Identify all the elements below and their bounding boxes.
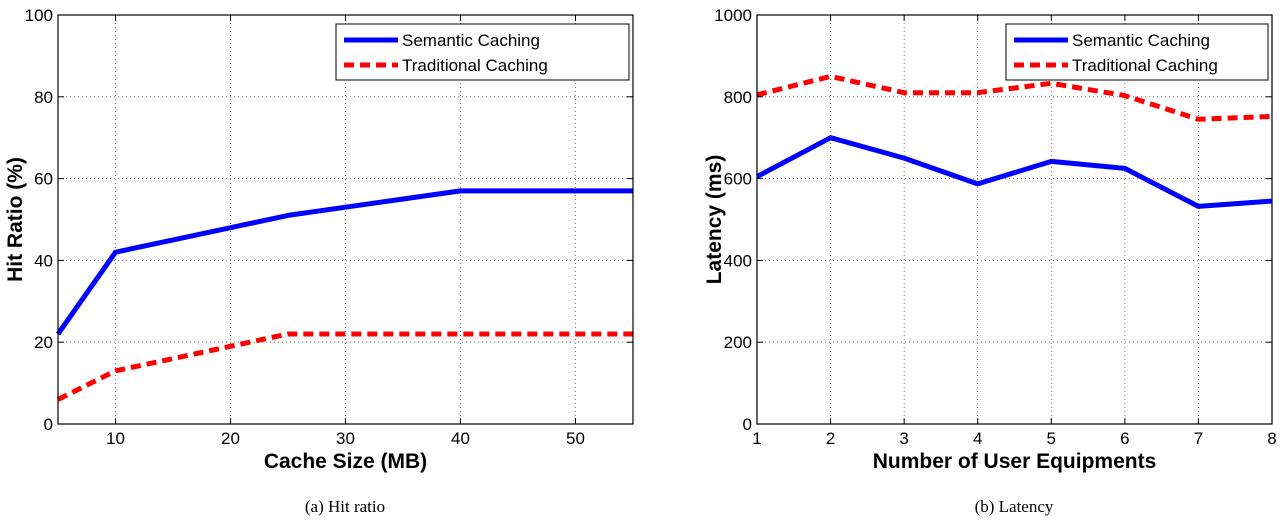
- x-tick-label: 3: [899, 429, 908, 448]
- x-tick-label: 10: [106, 429, 125, 448]
- legend-box: [1005, 23, 1269, 81]
- x-tick-label: 8: [1267, 429, 1276, 448]
- y-tick-label: 200: [724, 333, 752, 352]
- legend-label-semantic: Semantic Caching: [1072, 31, 1210, 50]
- x-tick-label: 6: [1120, 429, 1129, 448]
- x-tick-label: 4: [973, 429, 982, 448]
- chart-panel-b: 1 2 3 4 5 6 7 8 0 200 400 600 800 1000 Number of User …: [703, 6, 1277, 516]
- panel-caption: (a) Hit ratio: [305, 497, 385, 516]
- series-line-semantic: [755, 135, 1273, 209]
- y-tick-label: 1000: [714, 6, 752, 25]
- series-line-semantic: [55, 188, 633, 336]
- y-tick-label: 100: [25, 6, 53, 25]
- panel-caption: (b) Latency: [975, 497, 1054, 516]
- x-tick-label: 30: [336, 429, 355, 448]
- legend-label-traditional: Traditional Caching: [1072, 56, 1218, 75]
- y-tick-label: 40: [34, 251, 53, 270]
- legend-box: [335, 23, 630, 81]
- series-line-traditional: [56, 331, 633, 402]
- y-tick-label: 600: [724, 170, 752, 189]
- x-axis-label: Cache Size (MB): [264, 450, 427, 473]
- legend-label-traditional: Traditional Caching: [402, 56, 548, 75]
- series-line-traditional: [756, 73, 1273, 122]
- y-axis-label: Hit Ratio (%): [4, 157, 27, 282]
- legend: Semantic Caching Traditional Caching: [335, 23, 630, 81]
- x-tick-label: 1: [752, 429, 761, 448]
- x-tick-label: 50: [566, 429, 585, 448]
- x-axis-label: Number of User Equipments: [873, 450, 1157, 473]
- x-tick-label: 7: [1194, 429, 1203, 448]
- y-tick-label: 20: [34, 333, 53, 352]
- x-tick-label: 40: [451, 429, 470, 448]
- x-tick-label: 20: [221, 429, 240, 448]
- y-tick-label: 400: [724, 251, 752, 270]
- y-tick-label: 800: [724, 88, 752, 107]
- y-tick-label: 80: [34, 88, 53, 107]
- y-tick-label: 0: [743, 415, 752, 434]
- x-tick-label: 2: [826, 429, 835, 448]
- y-tick-label: 0: [44, 415, 53, 434]
- legend: Semantic Caching Traditional Caching: [1005, 23, 1269, 81]
- chart-panel-a: 10 20 30 40 50 0 20 40 60 80 100 Cache Size (MB) Hit…: [4, 6, 634, 516]
- legend-label-semantic: Semantic Caching: [402, 31, 540, 50]
- x-tick-label: 5: [1047, 429, 1056, 448]
- plot-frame: [756, 14, 1273, 425]
- y-tick-label: 60: [34, 170, 53, 189]
- y-axis-label: Latency (ms): [703, 155, 726, 285]
